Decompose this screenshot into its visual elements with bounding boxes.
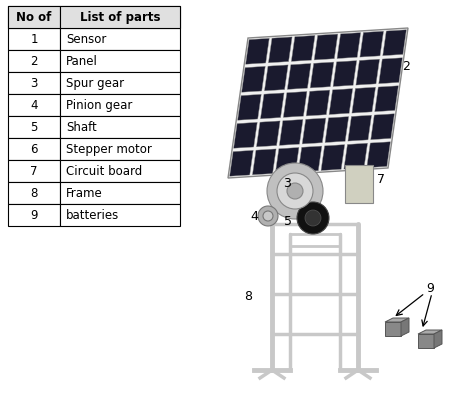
Polygon shape [434,330,442,348]
Polygon shape [229,150,253,176]
Circle shape [287,183,303,199]
Polygon shape [298,146,322,172]
Text: batteries: batteries [66,209,119,221]
Polygon shape [401,318,409,336]
Bar [8,6,180,28]
Polygon shape [279,120,303,145]
Polygon shape [264,65,288,91]
Text: 7: 7 [30,164,38,177]
Polygon shape [383,30,406,56]
Bar [8,72,60,94]
Text: 3: 3 [283,177,291,190]
Polygon shape [329,89,353,114]
Polygon shape [310,62,334,88]
Polygon shape [306,90,330,116]
Bar [8,94,60,116]
Bar [8,28,60,50]
Polygon shape [418,330,442,334]
Polygon shape [302,118,326,144]
Bar [8,160,60,182]
Text: Circuit board: Circuit board [66,164,142,177]
Polygon shape [352,87,375,113]
Text: 7: 7 [377,173,385,185]
Text: No of: No of [16,11,52,23]
Polygon shape [321,145,345,171]
Text: 8: 8 [244,289,252,303]
Circle shape [267,163,323,219]
Text: 1: 1 [30,32,38,46]
Text: Panel: Panel [66,55,98,67]
Bar [385,322,401,336]
Polygon shape [375,86,398,112]
Polygon shape [371,114,394,140]
Text: 2: 2 [402,59,410,72]
Polygon shape [348,115,372,141]
Text: Stepper motor: Stepper motor [66,143,152,156]
Text: 4: 4 [30,99,38,112]
Bar [8,50,60,72]
Polygon shape [253,149,276,175]
Text: 5: 5 [30,120,38,133]
Bar [8,138,60,160]
Polygon shape [379,58,402,84]
Polygon shape [237,94,261,120]
Bar [60,6,180,28]
Polygon shape [367,142,391,168]
Polygon shape [344,143,367,169]
Text: 6: 6 [30,143,38,156]
Text: 3: 3 [30,76,38,89]
Polygon shape [356,59,380,85]
Bar [60,138,180,160]
Polygon shape [275,147,299,173]
Circle shape [258,206,278,226]
Bar [8,6,60,28]
Bar [60,160,180,182]
Polygon shape [283,91,307,117]
Text: Spur gear: Spur gear [66,76,124,89]
Polygon shape [268,37,292,63]
Circle shape [263,211,273,221]
Polygon shape [333,61,356,86]
Bar [418,334,434,348]
Bar [60,28,180,50]
Polygon shape [385,318,409,322]
Text: 8: 8 [30,187,38,200]
Text: 9: 9 [426,282,434,295]
Bar [60,50,180,72]
Bar [345,165,373,203]
Circle shape [305,210,321,226]
Polygon shape [325,117,349,143]
Text: List of parts: List of parts [80,11,160,23]
Bar [60,182,180,204]
Text: Frame: Frame [66,187,103,200]
Polygon shape [228,28,408,178]
Text: Pinion gear: Pinion gear [66,99,132,112]
Polygon shape [360,31,383,57]
Polygon shape [337,32,361,59]
Bar [8,116,60,138]
Text: Shaft: Shaft [66,120,97,133]
Text: 5: 5 [284,215,292,227]
Polygon shape [246,38,269,64]
Bar [60,94,180,116]
Text: 4: 4 [250,209,258,223]
Polygon shape [256,121,280,147]
Polygon shape [314,34,338,60]
Bar [8,182,60,204]
Polygon shape [234,122,257,148]
Text: Sensor: Sensor [66,32,106,46]
Bar [60,204,180,226]
Polygon shape [261,93,284,119]
Bar [60,72,180,94]
Bar [60,116,180,138]
Circle shape [297,202,329,234]
Polygon shape [292,36,315,61]
Text: 2: 2 [30,55,38,67]
Bar [8,204,60,226]
Polygon shape [287,63,311,89]
Circle shape [277,173,313,209]
Text: 9: 9 [30,209,38,221]
Polygon shape [242,67,265,92]
